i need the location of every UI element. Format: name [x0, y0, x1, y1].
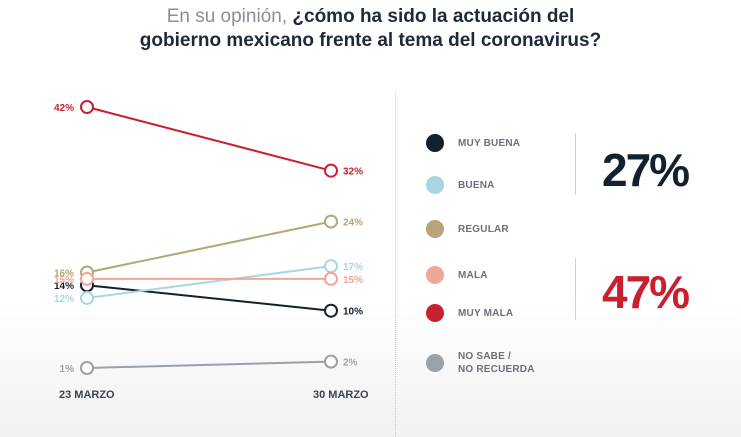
data-label-regular-start: 16%	[54, 269, 74, 280]
legend-swatch	[426, 266, 444, 284]
data-label-regular-end: 24%	[343, 218, 363, 229]
series-line-muy-buena	[86, 284, 332, 312]
legend-swatch	[426, 354, 444, 372]
positive-total: 27%	[602, 144, 690, 196]
chart-title: En su opinión, ¿cómo ha sido la actuació…	[0, 5, 741, 53]
chart-divider	[395, 92, 396, 437]
legend-label: BUENA	[458, 179, 495, 192]
legend-swatch	[426, 220, 444, 238]
data-label-buena-end: 17%	[343, 262, 363, 273]
legend-label-line1: MALA	[458, 269, 488, 281]
legend-label: MUY BUENA	[458, 137, 520, 150]
data-label-muy-buena-start: 14%	[54, 281, 74, 292]
data-label-muy-buena-end: 10%	[343, 307, 363, 318]
legend-swatch	[426, 176, 444, 194]
point-no-sabe-no-recuerda-end	[324, 354, 338, 369]
point-buena-start	[80, 290, 94, 305]
legend-label: MALA	[458, 269, 488, 282]
point-no-sabe-no-recuerda-start	[80, 361, 94, 375]
legend-swatch	[426, 304, 444, 322]
point-muy-mala-start	[80, 100, 94, 114]
legend-swatch	[426, 134, 444, 152]
series-line-buena	[86, 265, 332, 299]
legend-label: MUY MALA	[458, 307, 513, 320]
data-label-mala-start: 15%	[54, 275, 74, 286]
data-label-muy-mala-start: 42%	[54, 103, 74, 114]
legend-label: REGULAR	[458, 223, 509, 236]
legend-label-line2: NO RECUERDA	[458, 364, 535, 375]
title-line2: gobierno mexicano frente al tema del cor…	[139, 30, 602, 51]
series-line-regular	[86, 220, 332, 274]
legend-label-line1: MUY BUENA	[458, 137, 521, 149]
series-line-muy-mala	[86, 106, 332, 172]
data-label-mala-end: 15%	[343, 275, 363, 286]
point-mala-end	[324, 271, 338, 286]
legend-label-line1: NO SABE /	[458, 351, 511, 362]
point-regular-end	[324, 214, 338, 229]
data-label-muy-mala-end: 32%	[343, 167, 363, 178]
legend-item: MUY BUENA	[426, 134, 520, 152]
negative-bracket	[575, 258, 576, 320]
x-tick-label: 30 MARZO	[313, 389, 369, 401]
legend-item: REGULAR	[426, 220, 509, 238]
legend-label-line1: REGULAR	[458, 223, 509, 235]
point-buena-end	[324, 259, 338, 274]
title-line1: ¿cómo ha sido la actuación del	[292, 6, 575, 27]
data-label-no-sabe-no-recuerda-start: 1%	[60, 364, 75, 375]
x-tick-label: 23 MARZO	[59, 389, 115, 401]
title-prefix: En su opinión,	[166, 6, 288, 27]
legend-item: BUENA	[426, 176, 495, 194]
data-label-no-sabe-no-recuerda-end: 2%	[343, 358, 358, 369]
legend-label-line1: BUENA	[458, 179, 495, 191]
legend-label: NO SABE / NO RECUERDA	[458, 350, 535, 376]
point-muy-buena-end	[324, 303, 338, 318]
legend-item: MUY MALA	[426, 304, 513, 322]
legend-label-line1: MUY MALA	[458, 307, 514, 319]
negative-total: 47%	[602, 266, 690, 318]
legend-item: MALA	[426, 266, 488, 284]
series-line-no-sabe-no-recuerda	[86, 360, 332, 369]
point-muy-mala-end	[324, 163, 338, 178]
point-mala-start	[80, 271, 94, 286]
positive-bracket	[575, 133, 576, 195]
legend-item: NO SABE / NO RECUERDA	[426, 350, 535, 376]
data-label-buena-start: 12%	[54, 294, 74, 305]
